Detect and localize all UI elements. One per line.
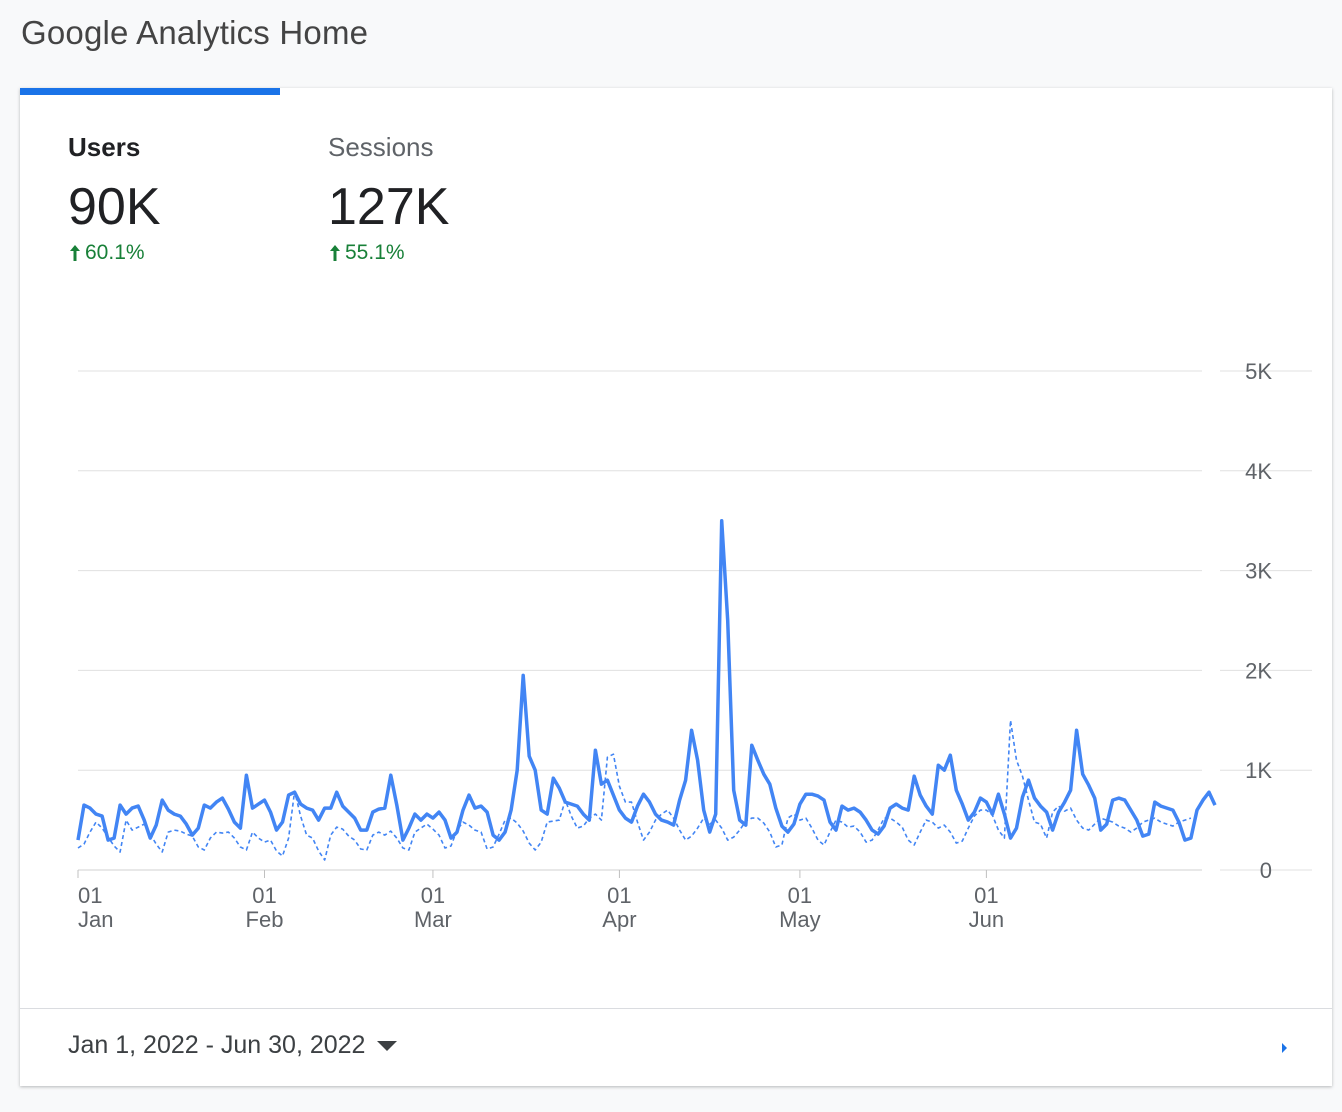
x-tick-month: May xyxy=(779,907,821,932)
line-chart: 01K2K3K4K5K01Jan01Feb01Mar01Apr01May01Ju… xyxy=(76,359,1312,932)
chevron-right-icon[interactable] xyxy=(1282,1043,1287,1053)
x-tick-month: Feb xyxy=(246,907,284,932)
y-tick-label: 0 xyxy=(1260,858,1272,883)
x-tick-day: 01 xyxy=(607,883,631,908)
y-tick-label: 4K xyxy=(1245,459,1272,484)
x-tick-month: Apr xyxy=(602,907,636,932)
x-tick-month: Jan xyxy=(78,907,113,932)
metric-value: 90K xyxy=(68,178,161,236)
x-tick-month: Jun xyxy=(969,907,1004,932)
metric-change: 60.1% xyxy=(68,241,161,265)
footer-divider xyxy=(20,1008,1332,1009)
x-tick-day: 01 xyxy=(974,883,998,908)
y-tick-label: 5K xyxy=(1245,359,1272,384)
y-tick-label: 2K xyxy=(1245,658,1272,683)
arrow-up-icon xyxy=(330,245,340,261)
metric-change-value: 60.1% xyxy=(85,241,145,264)
metric-change: 55.1% xyxy=(328,241,449,265)
metric-tab-sessions[interactable]: Sessions 127K 55.1% xyxy=(328,132,449,265)
y-tick-label: 3K xyxy=(1245,559,1272,584)
active-tab-indicator xyxy=(20,88,280,95)
y-tick-label: 1K xyxy=(1245,758,1272,783)
page-title: Google Analytics Home xyxy=(21,14,369,51)
date-range-label: Jan 1, 2022 - Jun 30, 2022 xyxy=(68,1031,366,1059)
metric-value: 127K xyxy=(328,178,450,236)
x-tick-day: 01 xyxy=(421,883,445,908)
arrow-up-icon xyxy=(70,245,80,261)
metric-label: Sessions xyxy=(328,132,434,162)
series-line-current xyxy=(76,518,1217,842)
x-tick-day: 01 xyxy=(788,883,812,908)
x-tick-month: Mar xyxy=(414,907,452,932)
metric-tab-users[interactable]: Users 90K 60.1% xyxy=(68,132,161,265)
metric-change-value: 55.1% xyxy=(345,241,405,264)
x-tick-day: 01 xyxy=(78,883,102,908)
analytics-card: Users 90K 60.1% Sessions 127K 55.1% 0 1K 2… xyxy=(20,88,1332,1086)
dropdown-arrow-icon xyxy=(377,1040,398,1051)
date-range-selector[interactable]: Jan 1, 2022 - Jun 30, 2022 xyxy=(68,1031,398,1060)
x-tick-day: 01 xyxy=(252,883,276,908)
metric-label: Users xyxy=(68,132,141,162)
